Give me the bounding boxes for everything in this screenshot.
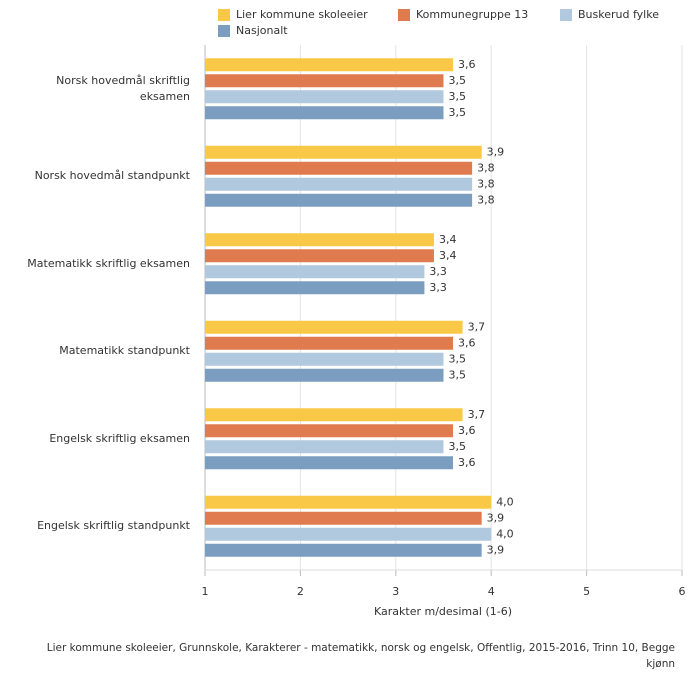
value-label: 4,0 xyxy=(496,495,514,508)
bar xyxy=(205,408,463,422)
bar xyxy=(205,177,473,191)
bar xyxy=(205,440,444,454)
value-label: 3,7 xyxy=(468,320,486,333)
bar xyxy=(205,281,425,295)
x-tick-label: 2 xyxy=(297,585,304,598)
bar xyxy=(205,456,454,470)
y-tick-label: Matematikk skriftlig eksamen xyxy=(27,256,190,270)
value-label: 3,3 xyxy=(429,281,447,294)
legend-swatch xyxy=(218,9,230,21)
legend-label: Kommunegruppe 13 xyxy=(416,8,528,21)
value-label: 3,5 xyxy=(449,368,467,381)
legend-swatch xyxy=(560,9,572,21)
x-tick-label: 5 xyxy=(583,585,590,598)
bar xyxy=(205,249,434,263)
bar xyxy=(205,161,473,175)
y-tick-label: Engelsk skriftlig standpunkt xyxy=(37,519,190,533)
value-label: 3,9 xyxy=(487,543,505,556)
bar xyxy=(205,336,454,350)
bar xyxy=(205,58,454,72)
value-label: 3,6 xyxy=(458,424,476,437)
y-tick-label: Norsk hovedmål skriftlig eksamen xyxy=(56,73,190,103)
value-label: 3,3 xyxy=(429,265,447,278)
value-label: 3,7 xyxy=(468,408,486,421)
bar xyxy=(205,233,434,247)
value-label: 3,8 xyxy=(477,177,495,190)
value-label: 3,6 xyxy=(458,58,476,71)
y-tick-label: Engelsk skriftlig eksamen xyxy=(49,431,190,445)
bar xyxy=(205,368,444,382)
x-tick-label: 3 xyxy=(392,585,399,598)
bar xyxy=(205,495,492,509)
value-label: 3,5 xyxy=(449,106,467,119)
value-label: 3,9 xyxy=(487,511,505,524)
legend-label: Nasjonalt xyxy=(236,24,288,37)
value-label: 3,5 xyxy=(449,352,467,365)
value-label: 3,5 xyxy=(449,90,467,103)
legend-label: Lier kommune skoleeier xyxy=(236,8,368,21)
x-tick-label: 4 xyxy=(488,585,495,598)
bar xyxy=(205,90,444,104)
bar xyxy=(205,145,482,159)
bar xyxy=(205,193,473,207)
y-tick-label: Matematikk standpunkt xyxy=(59,344,190,358)
bar xyxy=(205,352,444,366)
legend-swatch xyxy=(218,25,230,37)
value-label: 3,6 xyxy=(458,456,476,469)
value-label: 3,5 xyxy=(449,74,467,87)
bar xyxy=(205,543,482,557)
source-note: Lier kommune skoleeier, Grunnskole, Kara… xyxy=(46,642,675,670)
bar xyxy=(205,527,492,541)
x-tick-label: 6 xyxy=(679,585,686,598)
bar xyxy=(205,424,454,438)
x-tick-label: 1 xyxy=(202,585,209,598)
bar xyxy=(205,106,444,120)
bar xyxy=(205,511,482,525)
bar xyxy=(205,74,444,88)
value-label: 3,5 xyxy=(449,440,467,453)
x-axis-title: Karakter m/desimal (1-6) xyxy=(374,605,512,618)
legend-label: Buskerud fylke xyxy=(578,8,659,21)
value-label: 3,8 xyxy=(477,161,495,174)
bar xyxy=(205,320,463,334)
value-label: 3,9 xyxy=(487,145,505,158)
value-label: 3,4 xyxy=(439,233,457,246)
value-label: 3,8 xyxy=(477,193,495,206)
value-label: 4,0 xyxy=(496,527,514,540)
y-tick-label: Norsk hovedmål standpunkt xyxy=(34,169,190,183)
bar xyxy=(205,265,425,279)
value-label: 3,4 xyxy=(439,249,457,262)
legend-swatch xyxy=(398,9,410,21)
value-label: 3,6 xyxy=(458,336,476,349)
